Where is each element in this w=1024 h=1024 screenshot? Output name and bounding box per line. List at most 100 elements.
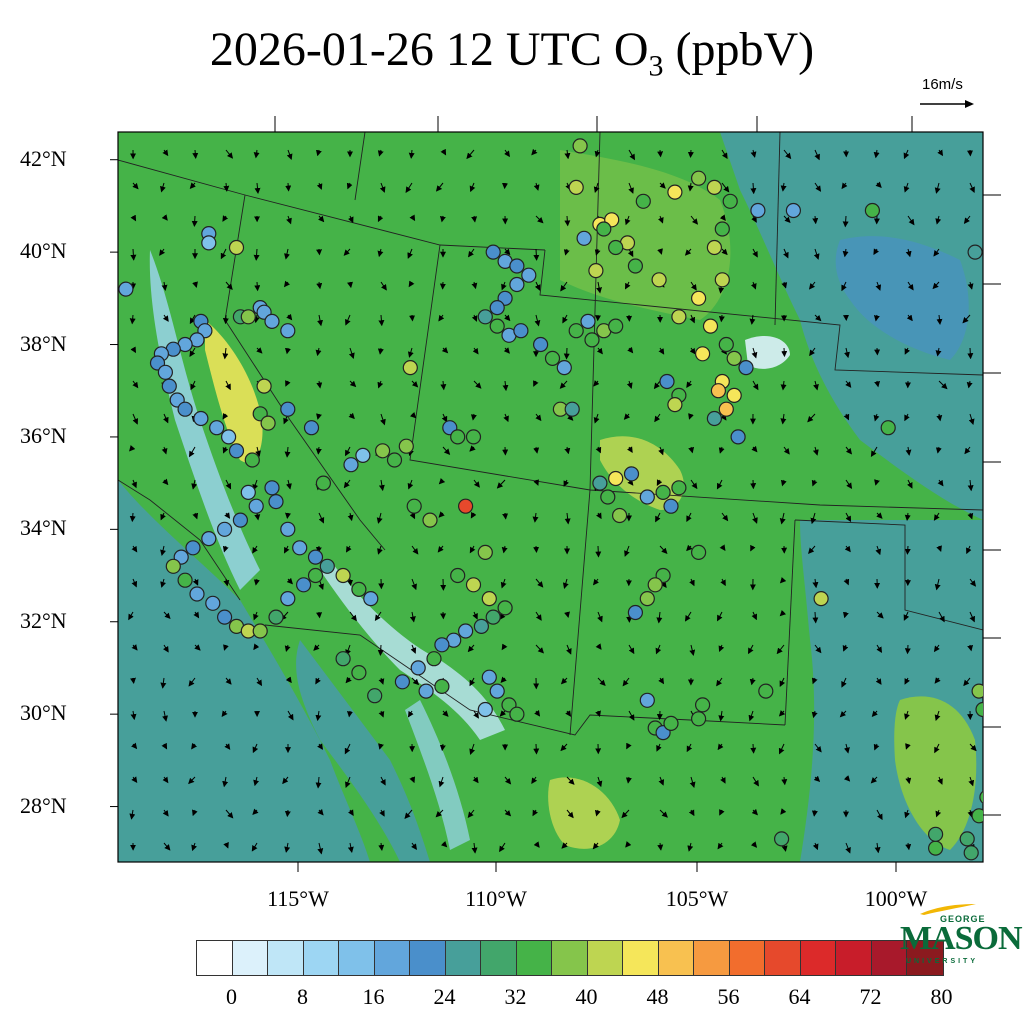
wind-vector — [193, 611, 200, 619]
station-marker — [367, 688, 383, 704]
wind-vector — [315, 446, 322, 455]
station-marker — [532, 336, 549, 353]
longitude-label: 105°W — [665, 886, 729, 911]
station-marker — [256, 378, 272, 394]
wind-vector — [808, 281, 816, 290]
wind-vector — [377, 215, 384, 223]
wind-vector — [224, 743, 231, 750]
wind-vector — [411, 842, 417, 851]
wind-vector — [563, 347, 570, 360]
wind-vector — [813, 775, 821, 782]
station-marker — [509, 706, 525, 722]
wind-vector — [904, 644, 911, 655]
wind-vector — [874, 479, 880, 486]
wind-vector — [906, 314, 913, 322]
wind-vector — [904, 809, 910, 819]
wind-vector — [656, 611, 663, 624]
wind-vector — [225, 479, 232, 490]
wind-vector — [688, 413, 694, 420]
wind-vector — [807, 413, 816, 423]
wind-vector — [657, 215, 664, 224]
station-marker — [513, 323, 529, 339]
wind-vector — [657, 248, 663, 255]
wind-vector — [968, 776, 975, 787]
plains-blue — [835, 236, 969, 360]
wind-vector — [717, 842, 724, 850]
wind-vector — [435, 809, 444, 818]
station-points — [118, 138, 983, 861]
wind-vector — [622, 677, 630, 687]
wind-vector — [503, 347, 510, 354]
wind-vector — [466, 149, 475, 160]
wind-vector — [533, 545, 540, 553]
longitude-label: 100°W — [864, 886, 928, 911]
wind-vector — [251, 842, 258, 852]
wind-vector — [845, 380, 852, 388]
wind-vector — [225, 149, 234, 159]
wind-vector — [751, 347, 758, 359]
wind-vector — [253, 149, 260, 159]
wind-vector — [904, 413, 910, 422]
station-marker — [232, 512, 248, 528]
wind-vector — [378, 677, 385, 685]
wind-vector — [814, 182, 822, 192]
colorbar-cell — [658, 941, 694, 975]
wind-vector — [225, 809, 234, 819]
station-marker — [205, 595, 221, 611]
title-main: 2026-01-26 12 UTC O — [209, 23, 649, 76]
wind-vector — [376, 512, 383, 524]
wind-vector — [783, 215, 791, 224]
wind-vector — [192, 281, 198, 288]
wind-vector — [627, 346, 634, 354]
station-marker — [568, 179, 584, 195]
wind-vector — [316, 281, 323, 290]
station-marker — [426, 651, 442, 667]
colorbar-label: 40 — [575, 984, 598, 1009]
wind-vector — [933, 512, 940, 521]
wind-vector — [160, 677, 167, 689]
station-marker — [307, 567, 324, 584]
university-logo: GEORGE MASON UNIVERSITY — [898, 900, 1023, 970]
station-marker — [785, 202, 802, 219]
wind-vector — [408, 149, 415, 159]
wind-vector — [876, 611, 884, 619]
wind-vector — [533, 182, 540, 191]
station-marker — [355, 447, 371, 463]
station-marker — [509, 276, 525, 293]
wind-vector — [131, 578, 138, 588]
station-marker — [576, 230, 592, 246]
wind-vector — [286, 313, 293, 321]
wind-vector — [656, 743, 662, 752]
wind-vector — [160, 182, 166, 193]
wind-vector — [628, 710, 635, 721]
wind-vector — [348, 215, 354, 224]
wind-vector — [933, 248, 940, 257]
wind-vector — [254, 512, 261, 521]
wind-vector — [842, 644, 849, 652]
wind-vector — [346, 182, 353, 190]
wind-vector — [597, 677, 606, 687]
wind-vector — [689, 776, 696, 789]
wind-vector — [813, 248, 820, 260]
wind-vector — [966, 545, 972, 555]
wind-vector — [163, 644, 169, 653]
colorbar-label: 24 — [433, 984, 456, 1009]
wind-vector — [969, 743, 977, 752]
wind-vector — [440, 380, 447, 391]
wind-vector — [686, 544, 693, 552]
station-marker — [335, 567, 351, 584]
station-marker — [773, 831, 790, 847]
wind-vector — [842, 215, 849, 228]
station-marker — [118, 281, 134, 297]
wind-vector — [503, 413, 509, 423]
wind-vector — [411, 545, 419, 555]
wind-vector — [659, 545, 668, 555]
wind-vector — [905, 743, 911, 750]
wind-vector — [963, 677, 971, 687]
station-marker — [280, 590, 296, 607]
wind-vector — [473, 710, 479, 719]
wind-vector — [192, 149, 199, 159]
wind-vector — [128, 611, 134, 621]
wind-vector — [252, 545, 258, 554]
wind-vector — [130, 677, 136, 684]
